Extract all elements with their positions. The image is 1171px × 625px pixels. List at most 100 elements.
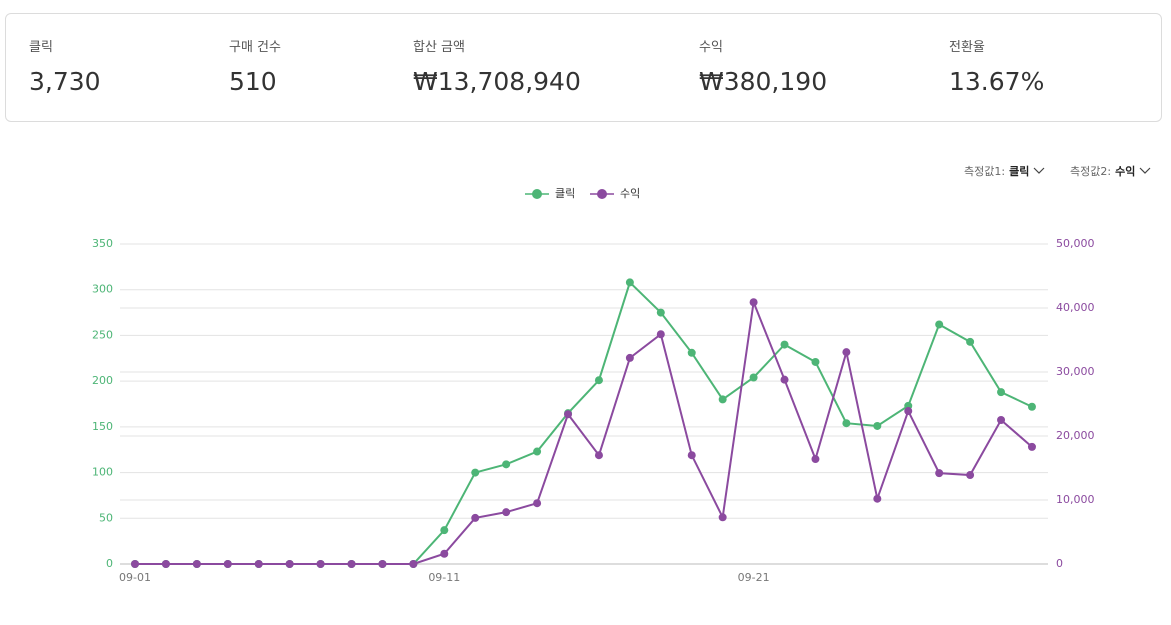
data-point	[161, 560, 170, 568]
data-point	[780, 340, 789, 349]
data-point	[564, 409, 573, 418]
series-line	[135, 280, 1033, 565]
data-point	[904, 401, 913, 410]
data-point	[749, 373, 758, 382]
data-point	[471, 468, 480, 477]
x-tick-label: 09-11	[428, 571, 460, 584]
y-tick-label: 0	[106, 557, 113, 570]
data-point	[718, 513, 727, 522]
data-point	[440, 549, 449, 558]
data-point	[811, 357, 820, 366]
data-point	[873, 494, 882, 503]
y2-tick-label: 50,000	[1056, 237, 1095, 250]
stat-label: 수익	[699, 40, 723, 55]
y-tick-label: 50	[99, 511, 113, 524]
data-point	[687, 451, 696, 460]
stat-label: 클릭	[29, 40, 53, 55]
data-point	[161, 560, 170, 568]
legend-marker	[532, 189, 542, 199]
data-point	[409, 560, 418, 568]
data-point	[811, 455, 820, 464]
data-point	[131, 560, 139, 568]
data-point	[997, 416, 1006, 424]
data-point	[687, 348, 696, 357]
data-point	[316, 560, 325, 568]
data-point	[192, 560, 201, 568]
data-point	[625, 278, 634, 287]
data-point	[378, 560, 387, 568]
legend-marker	[597, 189, 607, 199]
stat-label: 전환율	[949, 40, 985, 55]
data-point	[254, 560, 263, 568]
y2-tick-label: 30,000	[1056, 365, 1095, 378]
stat: 합산 금액 ₩13,708,940	[413, 36, 581, 96]
data-point	[471, 513, 480, 522]
stat: 클릭 3,730	[29, 36, 101, 96]
select-value: 클릭	[1009, 165, 1030, 178]
data-point	[223, 560, 232, 568]
y2-tick-label: 10,000	[1056, 493, 1095, 506]
series-line	[135, 298, 1033, 565]
x-tick-label: 09-21	[738, 571, 770, 584]
legend-label: 클릭	[555, 187, 575, 200]
y2-tick-label: 0	[1056, 557, 1063, 570]
data-point	[502, 460, 511, 469]
y-tick-label: 100	[92, 466, 113, 479]
data-point	[347, 560, 356, 568]
data-point	[749, 298, 758, 307]
stat-value: 510	[229, 67, 277, 96]
data-point	[935, 469, 944, 478]
data-point	[533, 447, 542, 456]
measure-select[interactable]: 측정값2: 수익	[1070, 163, 1151, 179]
data-point	[409, 560, 418, 568]
y-tick-label: 300	[92, 283, 113, 296]
data-point	[780, 375, 789, 384]
stat-value: 13.67%	[949, 67, 1045, 96]
select-value: 수익	[1115, 165, 1136, 178]
data-point	[625, 353, 634, 362]
data-point	[656, 308, 665, 317]
data-point	[1027, 442, 1036, 451]
data-point	[935, 320, 944, 329]
data-point	[904, 407, 913, 416]
data-point	[285, 560, 294, 568]
legend-label: 수익	[620, 187, 640, 200]
data-point	[718, 395, 727, 404]
y-tick-label: 350	[92, 237, 113, 250]
stat-value: ₩380,190	[699, 67, 828, 96]
data-point	[873, 421, 882, 430]
y-tick-label: 250	[92, 328, 113, 341]
data-point	[564, 410, 573, 419]
y-tick-label: 200	[92, 374, 113, 387]
data-point	[440, 526, 449, 535]
x-tick-label: 09-01	[119, 571, 151, 584]
data-point	[842, 419, 851, 428]
data-point	[131, 560, 139, 568]
y2-tick-label: 20,000	[1056, 429, 1095, 442]
measure-select[interactable]: 측정값1: 클릭	[964, 163, 1045, 179]
stat-value: ₩13,708,940	[413, 67, 581, 96]
chevron	[1139, 167, 1151, 174]
data-point	[1027, 402, 1036, 411]
stat-value: 3,730	[29, 67, 101, 96]
data-point	[966, 471, 975, 480]
chevron	[1033, 167, 1045, 174]
select-label: 측정값1:	[964, 165, 1006, 178]
data-point	[594, 376, 603, 385]
y2-tick-label: 40,000	[1056, 301, 1095, 314]
summary-card: 클릭 3,730 구매 건수 510 합산 금액 ₩13,708,940 수익 ₩380…	[5, 13, 1162, 122]
data-point	[533, 499, 542, 508]
stat-label: 합산 금액	[413, 40, 465, 55]
data-point	[502, 508, 511, 517]
data-point	[254, 560, 263, 568]
data-point	[192, 560, 201, 568]
stat: 전환율 13.67%	[949, 36, 1044, 96]
data-point	[997, 388, 1006, 397]
data-point	[316, 560, 325, 568]
data-point	[378, 560, 387, 568]
y-tick-label: 150	[92, 420, 113, 433]
data-point	[656, 330, 665, 339]
stat: 수익 ₩380,190	[699, 36, 827, 96]
stat-label: 구매 건수	[229, 40, 281, 55]
data-point	[347, 560, 356, 568]
